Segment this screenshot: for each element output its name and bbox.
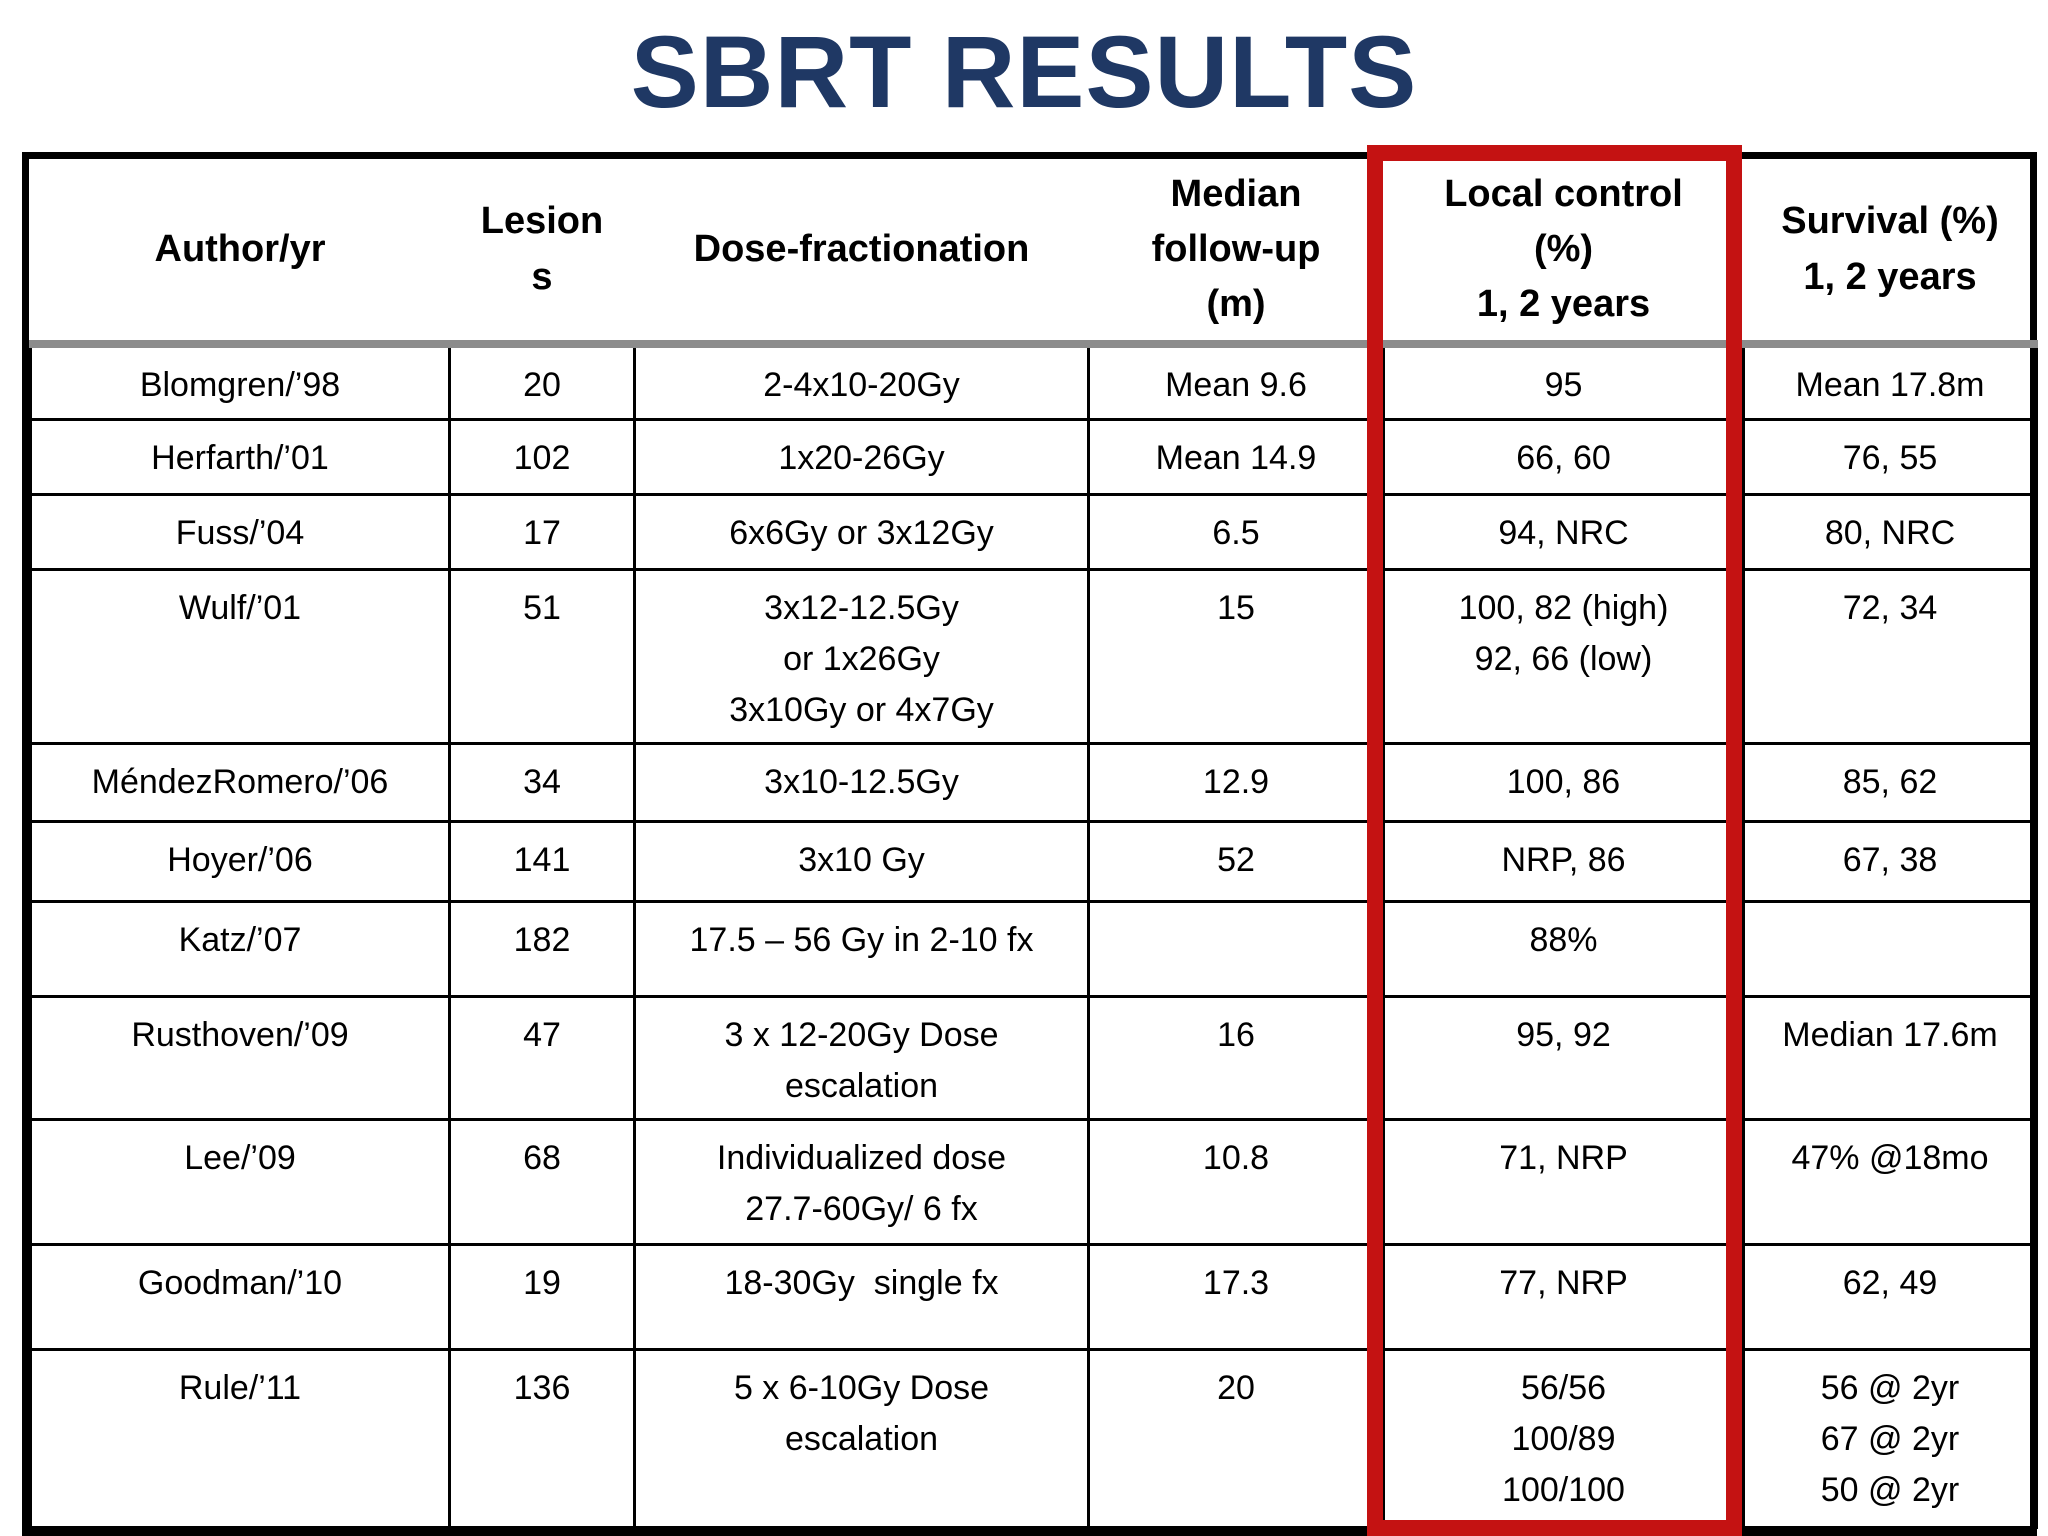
table-cell: 12.9 bbox=[1087, 741, 1385, 823]
table-cell: 71, NRP bbox=[1382, 1117, 1745, 1246]
table-cell: 16 bbox=[1087, 994, 1385, 1121]
header-row: Author/yr Lesion s Dose-fractionation Media… bbox=[30, 159, 2037, 348]
table-cell: 3 x 12-20Gy Dose escalation bbox=[633, 994, 1090, 1121]
table-cell: Individualized dose 27.7-60Gy/ 6 fx bbox=[633, 1117, 1090, 1246]
table-row: Lee/’09 68 Individualized dose 27.7-60Gy/ … bbox=[29, 1117, 2038, 1246]
table-cell: NRP, 86 bbox=[1382, 819, 1745, 903]
table-cell: Rule/’11 bbox=[29, 1347, 451, 1529]
table-cell: Hoyer/’06 bbox=[29, 819, 451, 903]
column-header: Median follow-up (m) bbox=[1088, 159, 1384, 348]
table-cell: 141 bbox=[448, 819, 636, 903]
column-header: Author/yr bbox=[30, 159, 450, 348]
table-cell: 80, NRC bbox=[1742, 492, 2038, 571]
table-cell: 1x20-26Gy bbox=[633, 417, 1090, 496]
column-header: Local control (%) 1, 2 years bbox=[1383, 159, 1744, 348]
table-cell: 6x6Gy or 3x12Gy bbox=[633, 492, 1090, 571]
table-cell: Katz/’07 bbox=[29, 899, 451, 998]
table-cell: 95 bbox=[1382, 342, 1745, 421]
table-cell bbox=[1087, 899, 1385, 998]
table-cell: 17.5 – 56 Gy in 2-10 fx bbox=[633, 899, 1090, 998]
table-cell: 94, NRC bbox=[1382, 492, 1745, 571]
table-cell: 18-30Gy single fx bbox=[633, 1242, 1090, 1351]
table-cell: MéndezRomero/’06 bbox=[29, 741, 451, 823]
table-cell: 20 bbox=[448, 342, 636, 421]
results-table-container: Author/yr Lesion s Dose-fractionation Media… bbox=[22, 152, 2038, 1536]
column-header: Survival (%) 1, 2 years bbox=[1743, 159, 2037, 348]
table-cell: 67, 38 bbox=[1742, 819, 2038, 903]
table-cell: 2-4x10-20Gy bbox=[633, 342, 1090, 421]
table-cell: 3x10-12.5Gy bbox=[633, 741, 1090, 823]
table-cell: 100, 86 bbox=[1382, 741, 1745, 823]
table-cell: 56/56 100/89 100/100 bbox=[1382, 1347, 1745, 1529]
table-cell: Blomgren/’98 bbox=[29, 342, 451, 421]
table-cell: Fuss/’04 bbox=[29, 492, 451, 571]
results-table: Author/yr Lesion s Dose-fractionation Media… bbox=[29, 159, 2038, 1529]
table-row: Katz/’07 182 17.5 – 56 Gy in 2-10 fx 88% bbox=[29, 899, 2038, 998]
table-cell: Lee/’09 bbox=[29, 1117, 451, 1246]
table-row: Wulf/’01 51 3x12-12.5Gy or 1x26Gy 3x10Gy o… bbox=[29, 567, 2038, 745]
table-cell: 182 bbox=[448, 899, 636, 998]
table-cell: 3x12-12.5Gy or 1x26Gy 3x10Gy or 4x7Gy bbox=[633, 567, 1090, 745]
table-cell: Mean 17.8m bbox=[1742, 342, 2038, 421]
table-cell: 72, 34 bbox=[1742, 567, 2038, 745]
table-cell: 10.8 bbox=[1087, 1117, 1385, 1246]
table-cell: 20 bbox=[1087, 1347, 1385, 1529]
table-cell: 77, NRP bbox=[1382, 1242, 1745, 1351]
table-cell: 68 bbox=[448, 1117, 636, 1246]
table-cell: Median 17.6m bbox=[1742, 994, 2038, 1121]
table-cell: 51 bbox=[448, 567, 636, 745]
table-cell: 52 bbox=[1087, 819, 1385, 903]
table-cell: 66, 60 bbox=[1382, 417, 1745, 496]
table-cell: 136 bbox=[448, 1347, 636, 1529]
table-cell: 34 bbox=[448, 741, 636, 823]
table-cell: 95, 92 bbox=[1382, 994, 1745, 1121]
table-body: Blomgren/’98 20 2-4x10-20Gy Mean 9.6 95 Mean … bbox=[29, 342, 2038, 1529]
table-row: Goodman/’10 19 18-30Gy single fx 17.3 77, NR… bbox=[29, 1242, 2038, 1351]
table-cell: 56 @ 2yr 67 @ 2yr 50 @ 2yr bbox=[1742, 1347, 2038, 1529]
table-cell: Rusthoven/’09 bbox=[29, 994, 451, 1121]
table-cell: 85, 62 bbox=[1742, 741, 2038, 823]
table-cell: 62, 49 bbox=[1742, 1242, 2038, 1351]
table-cell: 102 bbox=[448, 417, 636, 496]
table-cell: 76, 55 bbox=[1742, 417, 2038, 496]
table-cell: 88% bbox=[1382, 899, 1745, 998]
table-cell: Mean 14.9 bbox=[1087, 417, 1385, 496]
table-cell: Herfarth/’01 bbox=[29, 417, 451, 496]
page-title: SBRT RESULTS bbox=[630, 15, 1418, 129]
column-header: Dose-fractionation bbox=[634, 159, 1089, 348]
table-cell: 100, 82 (high) 92, 66 (low) bbox=[1382, 567, 1745, 745]
table-cell bbox=[1742, 899, 2038, 998]
table-cell: 5 x 6-10Gy Dose escalation bbox=[633, 1347, 1090, 1529]
table-cell: 15 bbox=[1087, 567, 1385, 745]
table-row: Rusthoven/’09 47 3 x 12-20Gy Dose escalati… bbox=[29, 994, 2038, 1121]
table-cell: Wulf/’01 bbox=[29, 567, 451, 745]
table-cell: 47 bbox=[448, 994, 636, 1121]
table-row: Hoyer/’06 141 3x10 Gy 52 NRP, 86 67, 38 bbox=[29, 819, 2038, 903]
table-cell: 17 bbox=[448, 492, 636, 571]
table-cell: 17.3 bbox=[1087, 1242, 1385, 1351]
table-cell: 47% @18mo bbox=[1742, 1117, 2038, 1246]
table-row: Fuss/’04 17 6x6Gy or 3x12Gy 6.5 94, NRC 80, N… bbox=[29, 492, 2038, 571]
table-row: Herfarth/’01 102 1x20-26Gy Mean 14.9 66, 60 7… bbox=[29, 417, 2038, 496]
table-cell: 6.5 bbox=[1087, 492, 1385, 571]
table-header: Author/yr Lesion s Dose-fractionation Media… bbox=[30, 159, 2037, 348]
table-cell: 3x10 Gy bbox=[633, 819, 1090, 903]
table-cell: Goodman/’10 bbox=[29, 1242, 451, 1351]
table-cell: 19 bbox=[448, 1242, 636, 1351]
column-header: Lesion s bbox=[449, 159, 635, 348]
table-row: MéndezRomero/’06 34 3x10-12.5Gy 12.9 100, 86… bbox=[29, 741, 2038, 823]
table-row: Rule/’11 136 5 x 6-10Gy Dose escalation 20 5… bbox=[29, 1347, 2038, 1529]
table-cell: Mean 9.6 bbox=[1087, 342, 1385, 421]
table-row: Blomgren/’98 20 2-4x10-20Gy Mean 9.6 95 Mean … bbox=[29, 342, 2038, 421]
